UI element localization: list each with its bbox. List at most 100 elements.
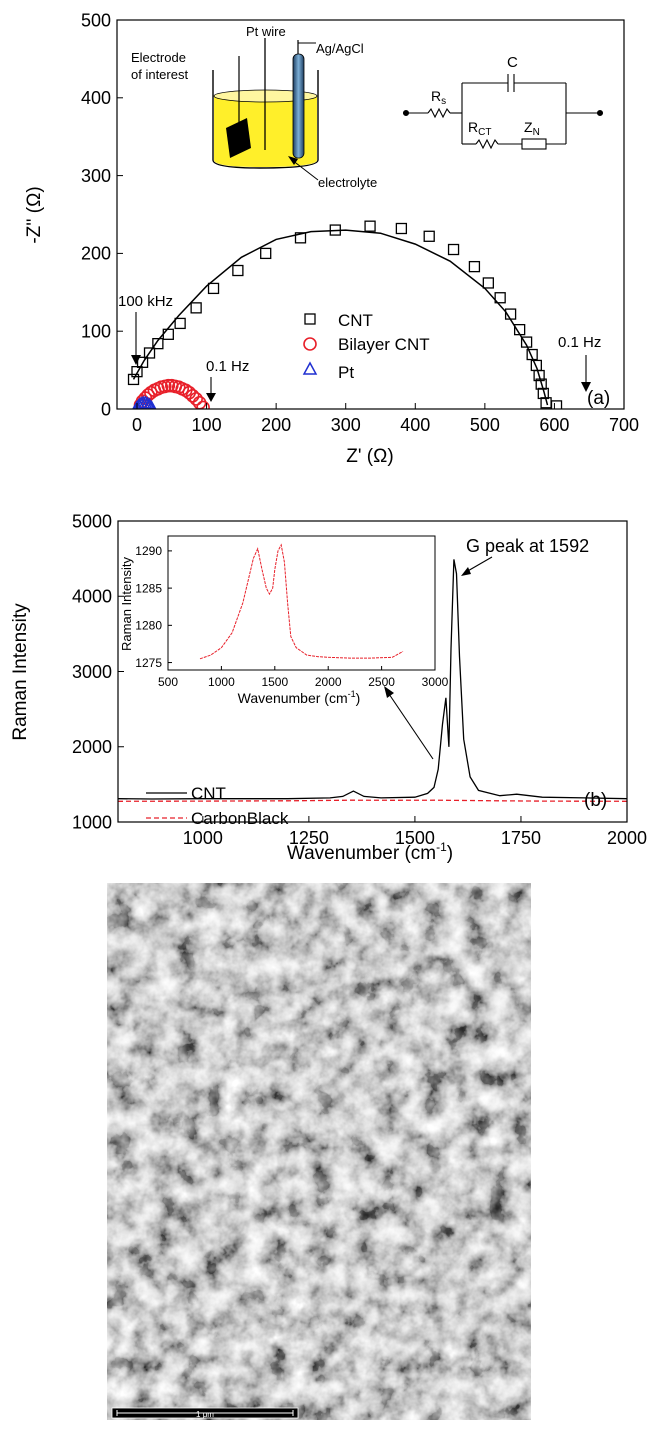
data-point-bilayer xyxy=(182,385,196,400)
arrow-inset-pointer xyxy=(388,693,434,760)
data-point-cnt xyxy=(468,260,481,273)
data-point-cnt xyxy=(482,277,494,289)
inset-y-tick-label: 1275 xyxy=(135,656,162,670)
data-point-cnt xyxy=(329,224,341,236)
inset-b: 500 1000 1500 2000 2500 30001275128012851290 … xyxy=(119,535,449,706)
data-point-bilayer xyxy=(161,378,176,393)
panel-b: 1000 1250 1500 1750 2000 1000 2000 3000 4000 5000… xyxy=(10,511,647,864)
inset-y-tick-label: 1285 xyxy=(135,581,162,595)
arrowhead-01hz-bilayer xyxy=(206,393,216,402)
y-axis-label-a: -Z'' (Ω) xyxy=(24,186,45,243)
plot-a-content xyxy=(127,220,563,409)
label-electrode-1: Electrode xyxy=(131,50,186,65)
legend-label-cnt: CNT xyxy=(338,311,373,330)
a-x-tick-label: 700 xyxy=(609,415,639,435)
panel-c: 1 μm (c) xyxy=(107,883,577,1420)
cell-schematic: Pt wire Electrode of interest Ag/AgCl el… xyxy=(131,24,377,190)
arrowhead-01hz-cnt xyxy=(581,382,591,392)
data-point-cnt xyxy=(207,282,220,295)
data-point-cnt xyxy=(395,222,408,235)
arrow-g-peak xyxy=(465,556,493,573)
annotation-01hz-bilayer: 0.1 Hz xyxy=(206,358,249,375)
a-x-tick-label: 100 xyxy=(192,415,222,435)
data-point-cnt xyxy=(143,347,156,359)
series-cnt-a xyxy=(127,220,563,409)
circuit-label-rct: RCT xyxy=(468,119,491,138)
series-pt-a xyxy=(132,395,157,409)
legend-a: CNT Bilayer CNT Pt xyxy=(302,311,430,382)
label-electrolyte: electrolyte xyxy=(318,175,377,190)
plot-b-content xyxy=(118,559,627,802)
working-electrode xyxy=(226,118,251,158)
data-point-pt xyxy=(146,399,157,409)
b-y-tick-label: 3000 xyxy=(72,662,112,682)
data-point-cnt xyxy=(494,292,506,304)
circuit-label-zn: ZN xyxy=(524,119,540,138)
data-point-bilayer xyxy=(144,385,158,400)
panel-label-a: (a) xyxy=(587,388,610,409)
inset-ticks: 500 1000 1500 2000 2500 3000 1275 1280 1285 1290 xyxy=(135,544,448,689)
inset-x-tick-label: 1000 xyxy=(208,675,235,689)
data-point-cnt xyxy=(232,264,244,277)
data-point-cnt xyxy=(447,243,460,256)
x-axis-label-b: Wavenumber (cm-1) xyxy=(287,840,453,864)
data-point-cnt xyxy=(513,323,526,336)
arrowhead-inset-pointer xyxy=(384,686,394,698)
arrowhead-g-peak xyxy=(461,567,471,576)
a-y-tick-label: 0 xyxy=(101,399,111,419)
data-point-cnt xyxy=(152,337,164,350)
label-pt-wire: Pt wire xyxy=(246,24,286,39)
data-point-cnt xyxy=(364,220,376,232)
circuit-label-rs: Rs xyxy=(431,88,446,107)
data-point-pt xyxy=(132,397,146,409)
data-point-cnt xyxy=(535,378,547,390)
data-point-bilayer xyxy=(196,400,210,409)
legend-marker-cnt xyxy=(304,313,316,325)
inset-x-tick-label: 2500 xyxy=(368,675,395,689)
data-point-cnt xyxy=(423,230,435,242)
circuit-terminal-right xyxy=(596,109,604,117)
impedance-zn-symbol xyxy=(521,138,547,150)
legend-label-carbonblack: CarbonBlack xyxy=(191,809,289,828)
data-point-cnt xyxy=(174,317,186,330)
data-point-cnt xyxy=(520,336,533,348)
inset-y-axis-label: Raman Intensity xyxy=(119,557,134,651)
electrolyte-pointer xyxy=(291,159,319,181)
panel-label-b: (b) xyxy=(584,790,607,811)
electrolyte-arrowhead xyxy=(288,156,298,165)
circuit-label-c: C xyxy=(507,54,518,71)
inset-frame xyxy=(167,535,436,671)
ticks-b: 1000 1250 1500 1750 2000 1000 2000 3000 4000 5000 xyxy=(72,511,647,848)
b-x-tick-label: 1250 xyxy=(289,828,329,848)
b-x-tick-label: 2000 xyxy=(607,828,647,848)
annotation-g-peak: G peak at 1592 xyxy=(466,536,589,556)
legend-marker-bilayer xyxy=(303,337,317,351)
plot-frame-a xyxy=(116,19,625,410)
arrowhead-100khz xyxy=(131,355,141,365)
label-ag-agcl: Ag/AgCl xyxy=(316,41,364,56)
data-point-cnt xyxy=(260,247,272,260)
a-x-tick-label: 600 xyxy=(539,415,569,435)
legend-label-pt: Pt xyxy=(338,363,354,382)
data-point-cnt xyxy=(190,302,202,314)
b-y-tick-label: 5000 xyxy=(72,511,112,531)
a-y-tick-label: 100 xyxy=(81,322,111,342)
a-y-tick-label: 200 xyxy=(81,244,111,264)
data-point-cnt xyxy=(504,308,517,320)
line-carbonblack xyxy=(118,799,627,802)
b-y-tick-label: 4000 xyxy=(72,587,112,607)
x-axis-label-a: Z' (Ω) xyxy=(346,446,393,467)
b-x-tick-label: 1500 xyxy=(395,828,435,848)
a-y-tick-label: 300 xyxy=(81,166,111,186)
b-x-tick-label: 1000 xyxy=(183,828,223,848)
y-axis-label-b: Raman Intensity xyxy=(10,603,31,741)
data-point-cnt xyxy=(537,387,549,400)
line-cnt xyxy=(118,559,627,800)
legend-label-cnt-b: CNT xyxy=(191,784,226,803)
data-point-bilayer xyxy=(189,392,203,406)
data-point-cnt xyxy=(294,232,307,244)
beaker-outline xyxy=(212,70,319,169)
inset-x-tick-label: 1500 xyxy=(261,675,288,689)
sem-image xyxy=(107,883,531,1420)
